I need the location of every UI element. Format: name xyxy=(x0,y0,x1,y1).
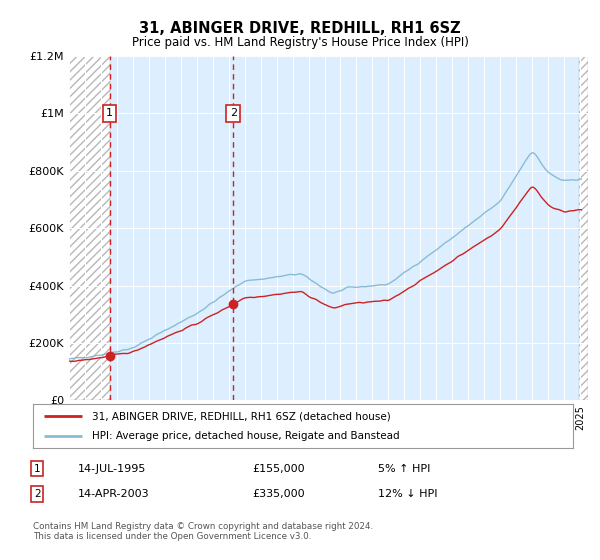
Text: 14-APR-2003: 14-APR-2003 xyxy=(78,489,149,499)
Text: 31, ABINGER DRIVE, REDHILL, RH1 6SZ: 31, ABINGER DRIVE, REDHILL, RH1 6SZ xyxy=(139,21,461,36)
Text: 31, ABINGER DRIVE, REDHILL, RH1 6SZ (detached house): 31, ABINGER DRIVE, REDHILL, RH1 6SZ (det… xyxy=(92,411,391,421)
Bar xyxy=(69,56,110,400)
Text: £155,000: £155,000 xyxy=(252,464,305,474)
Text: 5% ↑ HPI: 5% ↑ HPI xyxy=(378,464,430,474)
Text: 14-JUL-1995: 14-JUL-1995 xyxy=(78,464,146,474)
Text: 2: 2 xyxy=(230,109,237,118)
Bar xyxy=(579,56,588,400)
Text: 12% ↓ HPI: 12% ↓ HPI xyxy=(378,489,437,499)
Text: 1: 1 xyxy=(34,464,41,474)
Bar xyxy=(69,56,110,400)
Text: 1: 1 xyxy=(106,109,113,118)
Bar xyxy=(579,56,588,400)
Text: HPI: Average price, detached house, Reigate and Banstead: HPI: Average price, detached house, Reig… xyxy=(92,431,400,441)
Text: Price paid vs. HM Land Registry's House Price Index (HPI): Price paid vs. HM Land Registry's House … xyxy=(131,36,469,49)
Text: £335,000: £335,000 xyxy=(252,489,305,499)
Text: 2: 2 xyxy=(34,489,41,499)
Text: Contains HM Land Registry data © Crown copyright and database right 2024.
This d: Contains HM Land Registry data © Crown c… xyxy=(33,522,373,542)
